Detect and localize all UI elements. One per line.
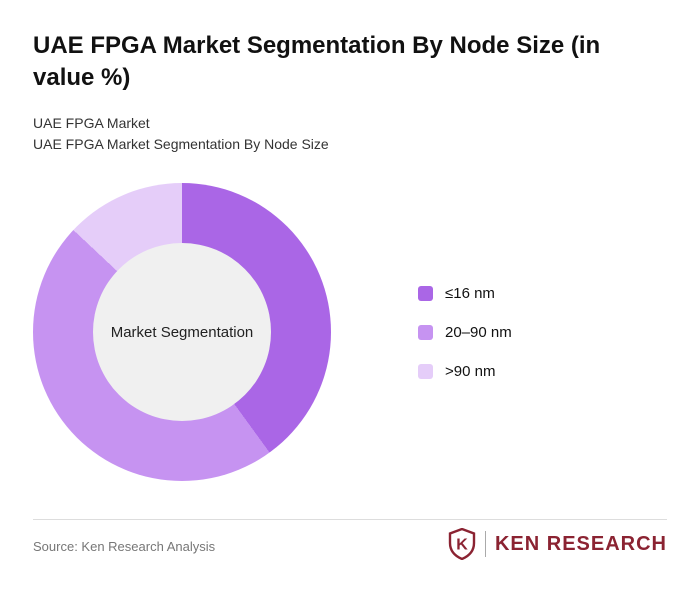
legend-label-20-90nm: 20–90 nm — [445, 324, 512, 341]
footer-divider — [33, 519, 667, 520]
donut-center: Market Segmentation — [93, 243, 271, 421]
legend-item-le16nm: ≤16 nm — [418, 285, 512, 302]
legend-item-20-90nm: 20–90 nm — [418, 324, 512, 341]
svg-text:K: K — [456, 537, 468, 554]
source-text: Source: Ken Research Analysis — [33, 539, 216, 554]
shield-k-icon: K — [448, 528, 476, 560]
legend-swatch-le16nm — [418, 286, 433, 301]
legend-item-gt90nm: >90 nm — [418, 363, 512, 380]
legend-swatch-gt90nm — [418, 364, 433, 379]
legend-swatch-20-90nm — [418, 325, 433, 340]
logo-divider — [484, 531, 486, 557]
chart-subtitle-market: UAE FPGA Market — [33, 115, 150, 131]
ken-research-logo: K KEN RESEARCH — [448, 528, 667, 560]
page-title: UAE FPGA Market Segmentation By Node Siz… — [33, 32, 601, 92]
legend-label-le16nm: ≤16 nm — [445, 285, 495, 302]
legend-label-gt90nm: >90 nm — [445, 363, 496, 380]
logo-text: KEN RESEARCH — [494, 532, 667, 555]
donut-chart-area: Market Segmentation — [33, 183, 331, 481]
chart-legend: ≤16 nm 20–90 nm >90 nm — [418, 285, 512, 402]
donut-center-label: Market Segmentation — [110, 323, 254, 341]
chart-subtitle-segmentation: UAE FPGA Market Segmentation By Node Siz… — [33, 136, 329, 152]
